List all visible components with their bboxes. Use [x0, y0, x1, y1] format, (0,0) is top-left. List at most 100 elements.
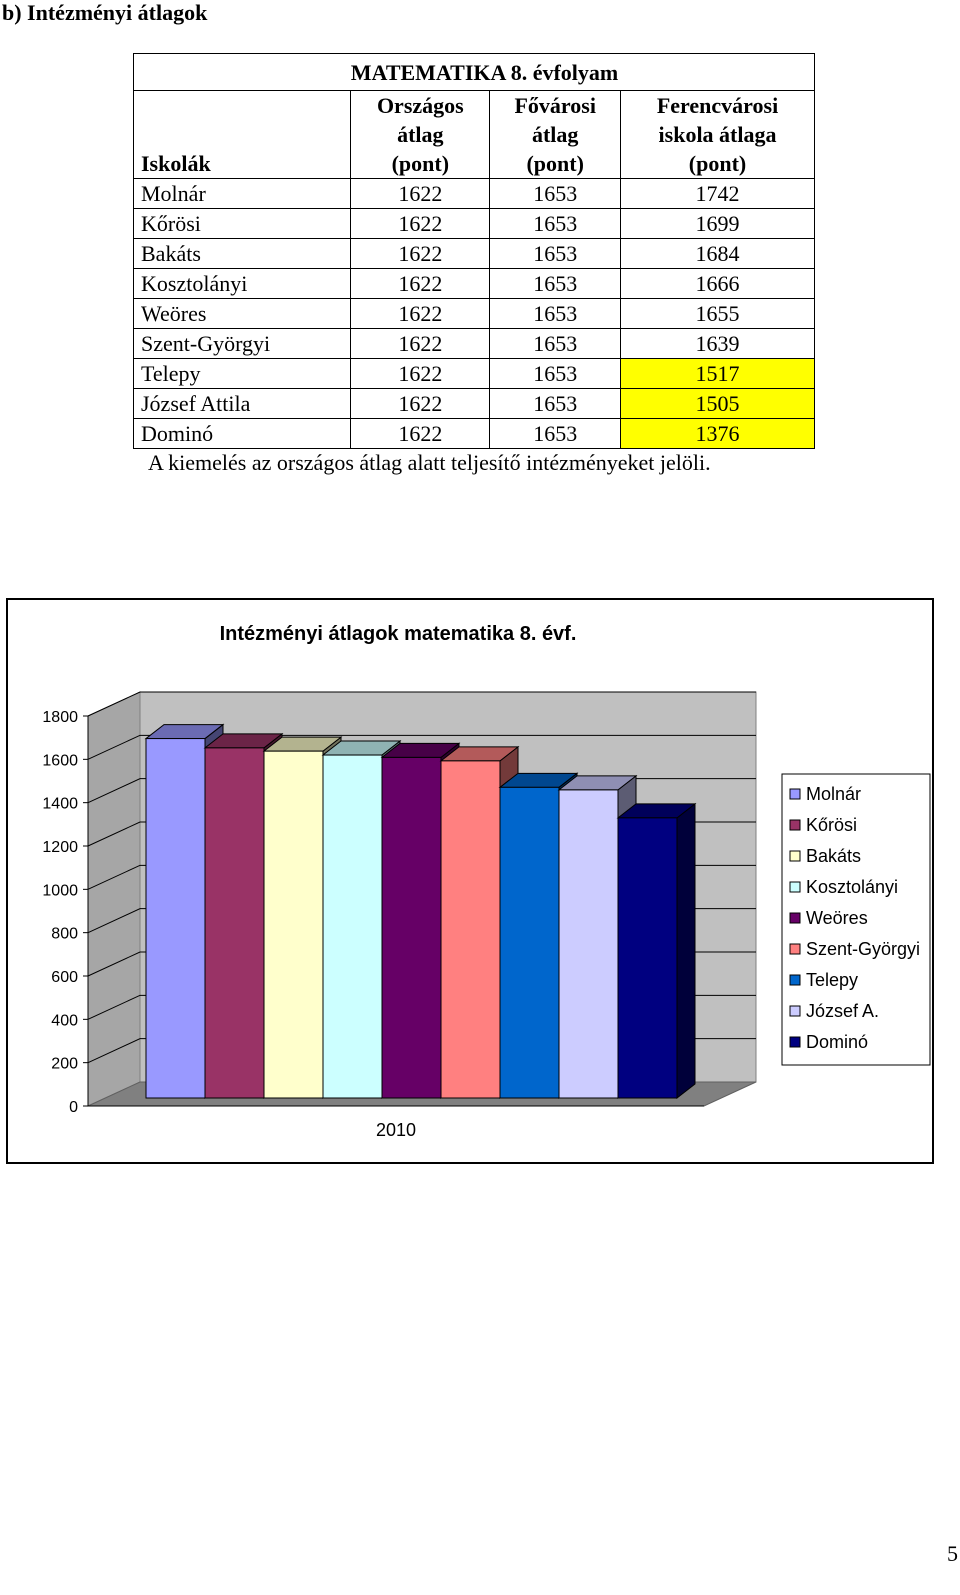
- cell-school: József Attila: [132, 388, 352, 419]
- table-row: Kosztolányi 1622 1653 1666: [132, 268, 815, 299]
- cell-national: 1622: [350, 328, 491, 359]
- cell-district: 1666: [620, 268, 815, 299]
- chart-y-tick-label: 400: [51, 1012, 78, 1029]
- col-header-capital: Fővárosi átlag (pont): [489, 90, 622, 179]
- chart-bar-front: [145, 738, 206, 1099]
- cell-school: Bakáts: [132, 238, 352, 269]
- chart-legend-label: Kőrösi: [806, 815, 857, 835]
- chart-legend-swatch: [789, 1005, 801, 1017]
- table-title: MATEMATIKA 8. évfolyam: [350, 53, 815, 91]
- chart-y-tick-label: 0: [69, 1099, 78, 1116]
- chart-y-tick-label: 1000: [42, 882, 78, 899]
- chart-legend-item: Telepy: [789, 970, 858, 990]
- chart-legend-swatch: [789, 912, 801, 924]
- highlight-note: A kiemelés az országos átlag alatt telje…: [148, 450, 711, 475]
- chart-legend-label: Kosztolányi: [806, 877, 898, 897]
- chart-x-axis: 2010: [88, 1105, 704, 1140]
- section-heading: b) Intézményi átlagok: [2, 0, 208, 25]
- chart-bar-front: [558, 789, 619, 1099]
- col-header-capital-line3: (pont): [526, 151, 584, 176]
- table-row: Kőrösi 1622 1653 1699: [132, 208, 815, 239]
- chart-y-tick-label: 200: [51, 1056, 78, 1073]
- chart-y-tick-label: 600: [51, 969, 78, 986]
- chart-bar-front: [381, 756, 442, 1099]
- chart-bar-front: [499, 786, 560, 1099]
- cell-school: Szent-Györgyi: [132, 328, 352, 359]
- cell-national: 1622: [350, 298, 491, 329]
- chart-legend-label: Telepy: [806, 970, 858, 990]
- cell-district: 1684: [620, 238, 815, 269]
- chart-legend-label: Szent-Györgyi: [806, 939, 920, 959]
- results-table: MATEMATIKA 8. évfolyam Iskolák Országos …: [132, 53, 815, 449]
- chart-x-tick-label: 2010: [376, 1120, 416, 1140]
- chart-legend-swatch: [789, 974, 801, 986]
- cell-capital: 1653: [489, 298, 622, 329]
- table-row: Telepy 1622 1653 1517: [132, 358, 815, 389]
- chart-y-tick-label: 800: [51, 926, 78, 943]
- chart-legend-label: József A.: [806, 1001, 879, 1021]
- chart-legend-item: Dominó: [789, 1032, 868, 1052]
- cell-capital: 1653: [489, 208, 622, 239]
- col-header-district-line1: Ferencvárosi: [656, 93, 779, 118]
- chart-legend-item: Weöres: [789, 908, 868, 928]
- chart-legend-item: Bakáts: [789, 846, 861, 866]
- chart-legend-swatch: [789, 850, 801, 862]
- chart-side-wall: [87, 691, 141, 1107]
- chart-y-tick-label: 1400: [42, 796, 78, 813]
- cell-national: 1622: [350, 178, 491, 209]
- col-header-district-line2: iskola átlaga: [658, 122, 777, 147]
- chart-legend-swatch: [789, 881, 801, 893]
- chart-legend-item: Kőrösi: [789, 815, 857, 835]
- chart-legend-swatch: [789, 1036, 801, 1048]
- table-title-text: MATEMATIKA 8. évfolyam: [350, 60, 619, 85]
- chart-legend-item: Kosztolányi: [789, 877, 898, 897]
- cell-district: 1742: [620, 178, 815, 209]
- chart-frame: Intézményi átlagok matematika 8. évf. 0 2…: [6, 598, 934, 1164]
- chart-bar-front: [617, 817, 678, 1099]
- cell-school: Kőrösi: [132, 208, 352, 239]
- chart-gridline: [87, 734, 756, 760]
- page-number: 5: [947, 1541, 958, 1566]
- cell-district: 1517: [620, 358, 815, 389]
- chart-legend-label: Bakáts: [806, 846, 861, 866]
- cell-capital: 1653: [489, 328, 622, 359]
- cell-school: Dominó: [132, 418, 352, 449]
- col-header-capital-line2: átlag: [531, 122, 579, 147]
- chart-bars: [144, 723, 697, 1100]
- chart-title: Intézményi átlagok matematika 8. évf.: [220, 623, 577, 645]
- chart-bar-front: [263, 750, 324, 1099]
- cell-district: 1655: [620, 298, 815, 329]
- col-header-district-line3: (pont): [688, 151, 747, 176]
- col-header-district: Ferencvárosi iskola átlaga (pont): [620, 90, 815, 179]
- chart-bar-front: [204, 747, 265, 1099]
- chart-legend-swatch: [789, 943, 801, 955]
- chart-y-tick-label: 1200: [42, 839, 78, 856]
- chart-bar-side: [676, 802, 696, 1100]
- cell-school: Kosztolányi: [132, 268, 352, 299]
- col-header-schools: Iskolák: [132, 90, 352, 179]
- chart-legend-label: Dominó: [806, 1032, 868, 1052]
- cell-district: 1505: [620, 388, 815, 419]
- col-header-national: Országos átlag (pont): [350, 90, 491, 179]
- cell-national: 1622: [350, 208, 491, 239]
- chart-y-axis: 0 200 400 600 800 1000 1200 1400 1600 1800: [42, 709, 89, 1116]
- table-row: Molnár 1622 1653 1742: [132, 178, 815, 209]
- cell-national: 1622: [350, 388, 491, 419]
- cell-capital: 1653: [489, 178, 622, 209]
- col-header-national-line2: átlag: [397, 122, 444, 147]
- table-row: József Attila 1622 1653 1505: [132, 388, 815, 419]
- chart-legend-item: Molnár: [789, 784, 861, 804]
- cell-district: 1639: [620, 328, 815, 359]
- cell-school: Weöres: [132, 298, 352, 329]
- chart-y-tick-label: 1800: [42, 709, 78, 726]
- cell-capital: 1653: [489, 268, 622, 299]
- table-body: Molnár 1622 1653 1742 Kőrösi 1622 1653 1699 Baká…: [132, 178, 815, 449]
- bar-chart: Intézményi átlagok matematika 8. évf. 0 2…: [42, 623, 931, 1140]
- cell-national: 1622: [350, 418, 491, 449]
- chart-bar-front: [322, 754, 383, 1099]
- cell-capital: 1653: [489, 238, 622, 269]
- chart-legend-item: Szent-Györgyi: [789, 939, 920, 959]
- cell-national: 1622: [350, 268, 491, 299]
- chart-legend-swatch: [789, 788, 801, 800]
- chart-y-tick-label: 1600: [42, 752, 78, 769]
